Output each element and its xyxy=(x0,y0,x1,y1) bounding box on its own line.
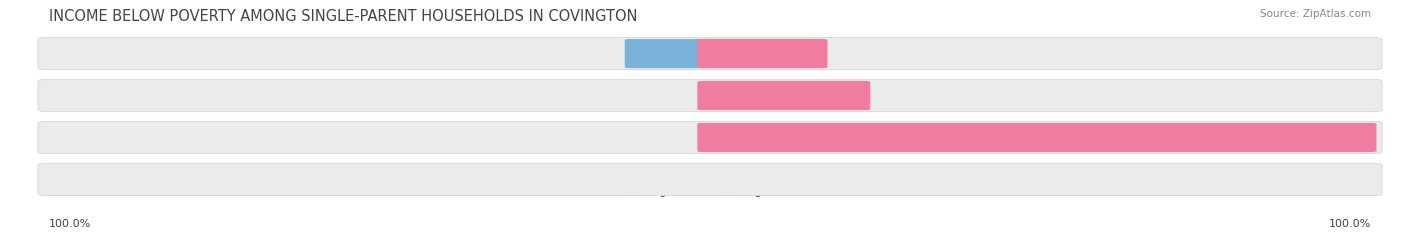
Text: 100.0%: 100.0% xyxy=(1329,219,1371,229)
Text: 0.0%: 0.0% xyxy=(666,175,695,184)
Text: 100.0%: 100.0% xyxy=(49,219,91,229)
Text: 1 or 2 Children: 1 or 2 Children xyxy=(664,91,742,100)
Text: 100.0%: 100.0% xyxy=(1313,133,1360,142)
Text: 11.1%: 11.1% xyxy=(586,49,621,58)
Text: 24.2%: 24.2% xyxy=(873,91,908,100)
Text: 0.0%: 0.0% xyxy=(666,91,695,100)
Text: No Children: No Children xyxy=(672,49,734,58)
Text: 0.0%: 0.0% xyxy=(666,133,695,142)
Text: 0.0%: 0.0% xyxy=(711,175,740,184)
Text: INCOME BELOW POVERTY AMONG SINGLE-PARENT HOUSEHOLDS IN COVINGTON: INCOME BELOW POVERTY AMONG SINGLE-PARENT… xyxy=(49,9,638,24)
Text: Source: ZipAtlas.com: Source: ZipAtlas.com xyxy=(1260,9,1371,19)
Legend: Single Father, Single Mother: Single Father, Single Mother xyxy=(621,183,820,202)
Text: 17.8%: 17.8% xyxy=(831,49,866,58)
Text: 3 or 4 Children: 3 or 4 Children xyxy=(664,133,742,142)
Text: 5 or more Children: 5 or more Children xyxy=(654,175,752,184)
